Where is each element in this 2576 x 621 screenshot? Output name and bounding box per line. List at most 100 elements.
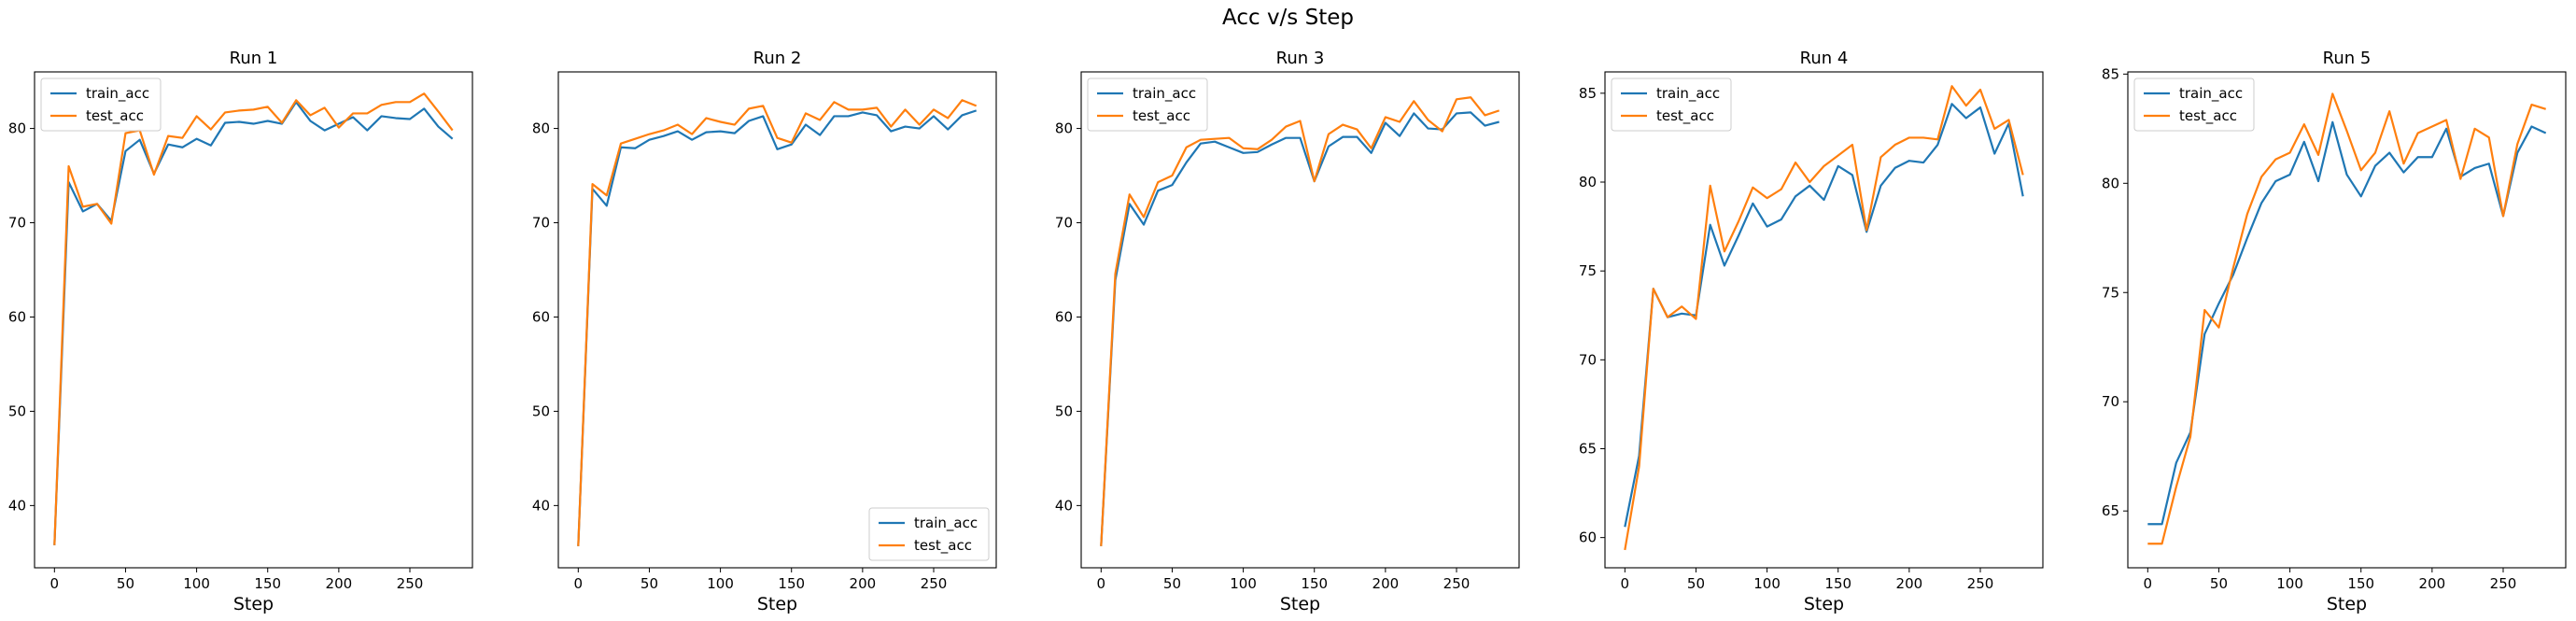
legend-box	[2133, 78, 2255, 132]
axes-frame	[2127, 71, 2567, 569]
series-line-train_acc	[2147, 120, 2547, 526]
x-tick-label: 150	[1824, 575, 1851, 592]
legend-box	[40, 78, 162, 132]
legend-label-train_acc: train_acc	[1656, 85, 1720, 103]
subplot-title: Run 4	[1800, 49, 1849, 68]
legend: train_acc test_acc	[1611, 78, 1732, 132]
axes-frame	[557, 71, 997, 569]
x-tick-label: 100	[183, 575, 210, 592]
x-tick-label: 50	[117, 575, 134, 592]
legend-label-train_acc: train_acc	[1133, 85, 1196, 103]
y-tick-label: 40	[8, 497, 26, 514]
y-tick-label: 40	[532, 497, 550, 514]
subplot-run-3: Run 3 0 50 100 150 200 250 40 50 60 70 80 Step train_…	[1055, 49, 1520, 614]
x-axis-label: Step	[1280, 594, 1320, 614]
y-tick-label: 70	[2102, 393, 2119, 410]
legend-label-test_acc: test_acc	[2179, 107, 2237, 125]
x-tick-label: 200	[1372, 575, 1400, 592]
y-tick-label: 70	[1579, 351, 1597, 368]
legend-label-test_acc: test_acc	[914, 537, 972, 555]
x-tick-label: 0	[574, 575, 584, 592]
y-tick-label: 60	[8, 308, 26, 325]
x-axis-label: Step	[2327, 594, 2367, 614]
y-tick-label: 60	[1579, 529, 1597, 546]
subplot-title: Run 2	[753, 49, 802, 68]
subplot-title: Run 1	[230, 49, 278, 68]
series-line-train_acc	[1100, 111, 1499, 546]
x-tick-label: 250	[1967, 575, 1994, 592]
series-line-test_acc	[1100, 96, 1500, 546]
y-tick-label: 70	[8, 215, 26, 232]
x-tick-label: 150	[778, 575, 805, 592]
series-line-test_acc	[1624, 85, 2024, 551]
legend-box	[1611, 78, 1732, 132]
legend-label-train_acc: train_acc	[914, 515, 978, 532]
x-axis-label: Step	[1804, 594, 1844, 614]
y-tick-label: 75	[1579, 262, 1597, 279]
x-tick-label: 50	[1687, 575, 1705, 592]
subplot-run-5: Run 5 0 50 100 150 200 250 65 70 75 80 85 Step train_…	[2102, 49, 2567, 614]
x-tick-label: 250	[2490, 575, 2517, 592]
x-tick-label: 0	[1097, 575, 1106, 592]
x-tick-label: 150	[2347, 575, 2374, 592]
legend-box	[1087, 78, 1208, 132]
y-tick-label: 85	[2102, 65, 2119, 82]
subplot-title: Run 3	[1276, 49, 1325, 68]
x-tick-label: 200	[850, 575, 877, 592]
axes-frame	[34, 71, 473, 569]
subplot-run-4: Run 4 0 50 100 150 200 250 60 65 70 75 80 85 Step trai…	[1579, 49, 2044, 614]
x-tick-label: 100	[707, 575, 734, 592]
y-tick-label: 50	[1055, 402, 1073, 419]
y-tick-label: 80	[532, 120, 550, 137]
legend-box	[868, 507, 990, 561]
x-tick-label: 200	[1896, 575, 1923, 592]
x-axis-label: Step	[757, 594, 797, 614]
x-tick-label: 0	[50, 575, 60, 592]
y-tick-label: 80	[2102, 175, 2119, 191]
axes-frame	[1604, 71, 2044, 569]
subplot-run-2: Run 2 0 50 100 150 200 250 40 50 60 70 80 Step train_…	[532, 49, 997, 614]
y-tick-label: 70	[532, 215, 550, 232]
series-line-test_acc	[577, 99, 978, 546]
legend-label-train_acc: train_acc	[86, 85, 149, 103]
y-tick-label: 85	[1579, 85, 1597, 102]
y-tick-label: 75	[2102, 284, 2119, 301]
legend-label-test_acc: test_acc	[86, 107, 144, 125]
legend-label-train_acc: train_acc	[2179, 85, 2243, 103]
legend: train_acc test_acc	[40, 78, 162, 132]
x-tick-label: 200	[326, 575, 353, 592]
y-tick-label: 80	[1055, 120, 1073, 137]
x-tick-label: 50	[1163, 575, 1181, 592]
x-tick-label: 100	[2276, 575, 2303, 592]
x-tick-label: 50	[2210, 575, 2228, 592]
series-line-test_acc	[2147, 92, 2547, 545]
y-tick-label: 50	[532, 402, 550, 419]
x-tick-label: 150	[1301, 575, 1328, 592]
legend: train_acc test_acc	[2133, 78, 2255, 132]
x-tick-label: 150	[254, 575, 281, 592]
x-tick-label: 250	[921, 575, 948, 592]
figure-title: Acc v/s Step	[1222, 6, 1354, 30]
subplot-title: Run 5	[2323, 49, 2372, 68]
y-tick-label: 65	[1579, 440, 1597, 457]
subplot-run-1: Run 1 0 50 100 150 200 250 40 50 60 70 80 Step train_…	[8, 49, 473, 614]
x-tick-label: 100	[1753, 575, 1781, 592]
y-tick-label: 65	[2102, 502, 2119, 519]
legend: train_acc test_acc	[1087, 78, 1208, 132]
x-tick-label: 250	[1443, 575, 1471, 592]
x-tick-label: 0	[1621, 575, 1630, 592]
x-tick-label: 200	[2419, 575, 2446, 592]
series-line-train_acc	[53, 101, 454, 545]
x-tick-label: 100	[1230, 575, 1257, 592]
y-tick-label: 50	[8, 402, 26, 419]
axes-frame	[1080, 71, 1520, 569]
y-tick-label: 80	[1579, 174, 1597, 191]
legend-label-test_acc: test_acc	[1133, 107, 1190, 125]
x-tick-label: 250	[397, 575, 424, 592]
y-tick-label: 60	[1055, 308, 1073, 325]
series-line-test_acc	[53, 92, 454, 545]
y-tick-label: 60	[532, 308, 550, 325]
y-tick-label: 80	[8, 120, 26, 137]
x-tick-label: 0	[2144, 575, 2153, 592]
